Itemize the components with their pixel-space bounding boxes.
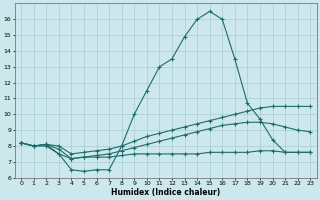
X-axis label: Humidex (Indice chaleur): Humidex (Indice chaleur): [111, 188, 220, 197]
